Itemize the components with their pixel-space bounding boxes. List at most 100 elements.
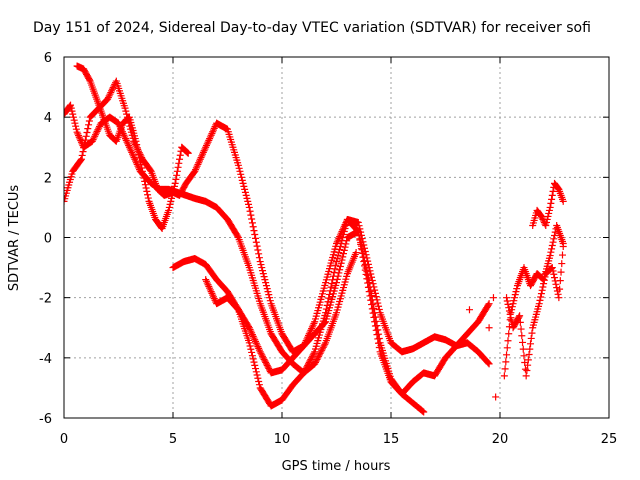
data-point: [203, 279, 211, 287]
data-point: [311, 360, 319, 368]
data-point: [245, 322, 253, 330]
data-point: [124, 140, 132, 148]
data-point: [250, 227, 258, 235]
data-point: [128, 148, 136, 156]
data-point: [418, 407, 426, 415]
data-point: [81, 140, 89, 148]
y-tick-label: 0: [44, 232, 52, 247]
data-point: [360, 258, 368, 266]
data-point: [246, 342, 254, 350]
data-point: [183, 148, 191, 156]
data-point: [328, 279, 336, 287]
data-point: [206, 286, 214, 294]
data-point: [136, 154, 144, 162]
data-point: [501, 365, 509, 373]
data-point: [235, 164, 243, 172]
data-point: [419, 407, 427, 415]
data-point: [333, 279, 340, 287]
data-point: [173, 167, 181, 175]
data-point: [552, 280, 560, 288]
data-point: [259, 354, 267, 362]
data-point: [261, 276, 269, 284]
data-point: [210, 295, 218, 303]
data-point: [502, 358, 510, 366]
data-point: [537, 290, 545, 298]
data-point: [557, 268, 565, 276]
data-point: [88, 137, 96, 145]
data-point: [253, 371, 261, 379]
data-point: [248, 329, 256, 337]
plot-frame: [63, 56, 610, 419]
data-point: [89, 136, 97, 144]
data-point: [375, 302, 383, 310]
data-point: [176, 155, 184, 163]
data-point: [521, 365, 529, 373]
data-point: [247, 345, 255, 353]
data-point: [309, 321, 317, 329]
data-point: [366, 267, 374, 275]
data-point: [210, 124, 218, 132]
data-point: [251, 336, 259, 344]
data-point: [542, 221, 550, 229]
data-point: [127, 147, 135, 155]
data-point: [143, 187, 151, 195]
data-point: [138, 164, 146, 172]
data-point: [555, 294, 563, 302]
data-point: [540, 276, 548, 284]
data-point: [252, 234, 260, 242]
data-point: [144, 194, 152, 202]
data-point: [505, 304, 513, 312]
data-point: [343, 237, 351, 245]
data-point: [165, 206, 173, 214]
data-point: [364, 283, 372, 291]
data-point: [340, 246, 348, 254]
data-point: [485, 360, 493, 368]
data-point: [361, 262, 369, 270]
data-point: [484, 359, 492, 367]
data-point: [504, 300, 512, 308]
data-point: [252, 365, 260, 373]
data-point: [123, 138, 131, 146]
data-point: [504, 337, 512, 345]
data-point: [332, 261, 340, 269]
data-point: [549, 187, 557, 195]
data-point: [524, 361, 532, 369]
data-point: [141, 177, 149, 185]
data-point: [543, 215, 551, 223]
data-point: [134, 147, 142, 155]
data-point: [535, 300, 543, 308]
data-point: [176, 151, 184, 159]
data-point: [69, 113, 77, 121]
data-point: [541, 273, 549, 281]
data-point: [259, 352, 267, 360]
data-point: [371, 322, 379, 330]
data-point: [207, 131, 215, 139]
data-point: [548, 242, 556, 250]
data-point: [77, 138, 85, 146]
data-point: [368, 305, 376, 313]
data-point: [122, 135, 130, 143]
data-point: [369, 309, 377, 317]
data-point: [522, 372, 530, 380]
data-point: [320, 342, 328, 350]
data-point: [198, 152, 206, 160]
data-point: [321, 319, 329, 327]
data-point: [255, 377, 263, 385]
data-point: [254, 343, 262, 351]
data-point: [262, 279, 270, 287]
data-point: [199, 150, 207, 158]
data-point: [306, 357, 314, 365]
data-point: [169, 188, 177, 196]
data-point: [551, 274, 558, 282]
data-point: [489, 294, 497, 302]
data-point: [248, 219, 256, 227]
data-point: [85, 76, 93, 84]
data-point: [207, 288, 215, 296]
data-point: [554, 184, 562, 192]
data-point: [199, 148, 207, 156]
y-tick-label: 4: [44, 111, 52, 126]
data-point: [305, 358, 313, 366]
data-point: [70, 116, 78, 124]
data-point: [121, 133, 129, 141]
data-point: [266, 294, 274, 302]
